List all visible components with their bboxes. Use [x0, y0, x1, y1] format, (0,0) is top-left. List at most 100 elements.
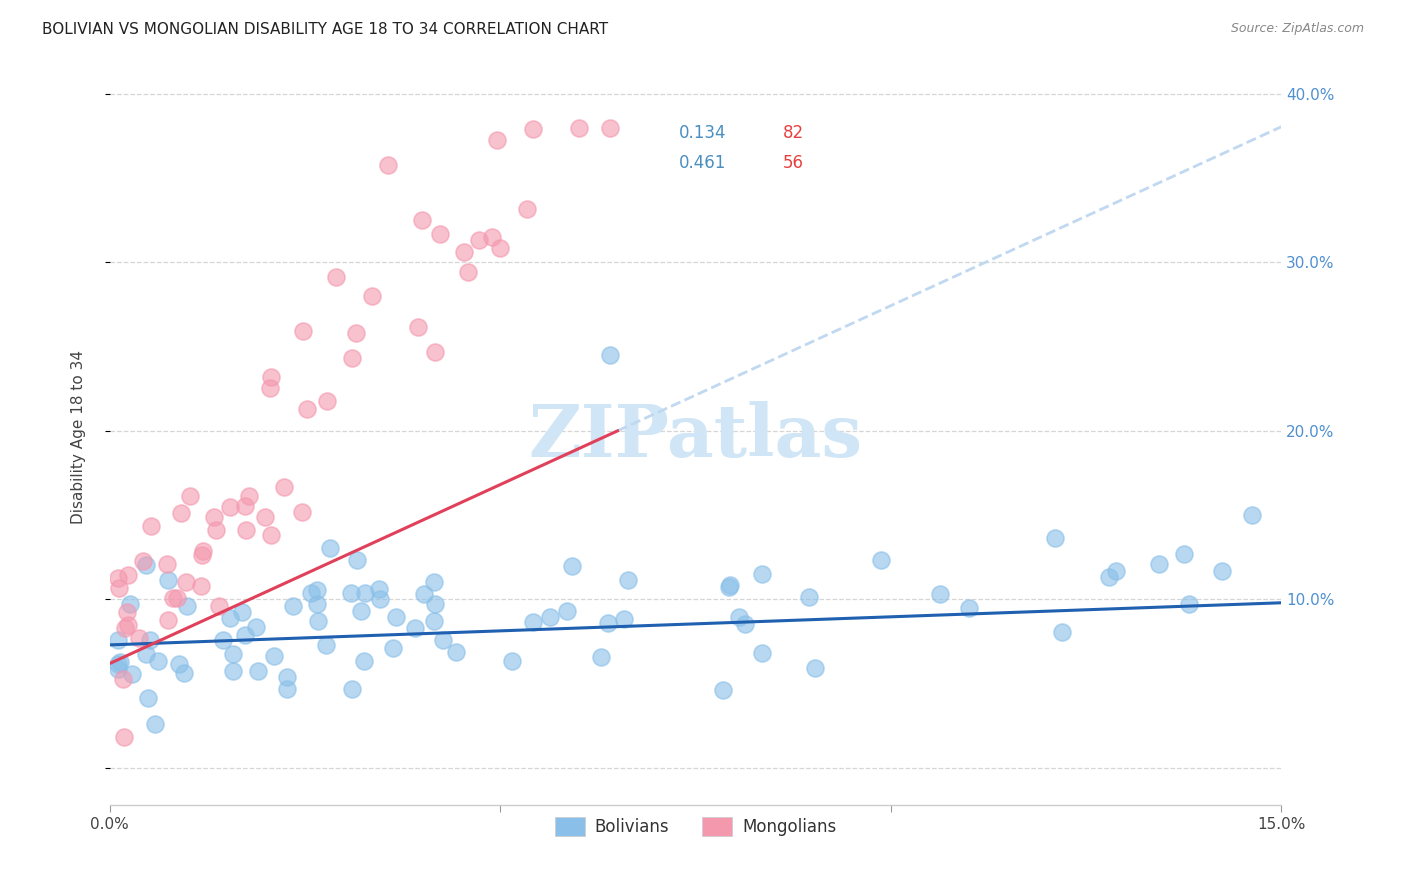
Point [110, 655, 132, 669]
Point [481, 230, 503, 244]
Text: 82: 82 [783, 124, 804, 142]
Point [385, 610, 408, 624]
Point [114, 621, 136, 635]
Point [344, 326, 367, 340]
Point [305, 582, 328, 597]
Point [212, 632, 235, 647]
Text: Source: ZipAtlas.com: Source: ZipAtlas.com [1230, 22, 1364, 36]
Point [283, 599, 305, 614]
Point [522, 122, 544, 136]
Point [516, 202, 538, 217]
Point [423, 598, 446, 612]
Point [718, 578, 741, 592]
Point [423, 345, 446, 359]
Point [568, 120, 591, 135]
Point [162, 591, 184, 606]
Point [346, 552, 368, 566]
Point [254, 509, 277, 524]
Point [1173, 547, 1195, 561]
Text: 56: 56 [783, 154, 804, 172]
Point [453, 244, 475, 259]
Point [170, 506, 193, 520]
Point [489, 241, 512, 255]
Point [444, 645, 467, 659]
Point [146, 654, 169, 668]
Point [350, 604, 373, 618]
Point [325, 270, 347, 285]
Point [139, 519, 162, 533]
Point [1241, 508, 1264, 523]
Point [222, 647, 245, 661]
Point [361, 289, 384, 303]
Point [231, 605, 253, 619]
Point [957, 601, 980, 615]
Point [143, 717, 166, 731]
Point [538, 610, 561, 624]
Point [173, 665, 195, 680]
Point [299, 585, 322, 599]
Point [135, 648, 157, 662]
Point [501, 654, 523, 668]
Point [167, 657, 190, 672]
Point [596, 616, 619, 631]
Point [411, 213, 433, 227]
Point [107, 632, 129, 647]
Point [734, 616, 756, 631]
Point [156, 557, 179, 571]
Point [457, 264, 479, 278]
Text: 0.134: 0.134 [679, 124, 725, 142]
Point [115, 605, 138, 619]
Point [117, 568, 139, 582]
Point [260, 370, 283, 384]
Point [432, 633, 454, 648]
Point [429, 227, 451, 241]
Point [136, 690, 159, 705]
Point [222, 665, 245, 679]
Point [233, 499, 256, 513]
Point [340, 351, 363, 366]
Point [340, 681, 363, 696]
Point [617, 573, 640, 587]
Point [353, 654, 375, 668]
Point [157, 573, 180, 587]
Point [589, 649, 612, 664]
Point [117, 618, 139, 632]
Point [176, 599, 198, 613]
Point [138, 633, 160, 648]
Point [804, 661, 827, 675]
Point [219, 610, 242, 624]
Point [1211, 564, 1233, 578]
Point [191, 543, 214, 558]
Point [413, 587, 436, 601]
Point [135, 558, 157, 573]
Point [561, 559, 583, 574]
Text: ZIPatlas: ZIPatlas [529, 401, 863, 472]
Point [205, 523, 228, 537]
Point [340, 586, 363, 600]
Point [367, 582, 389, 596]
Point [131, 553, 153, 567]
Point [263, 649, 285, 664]
Point [107, 657, 129, 672]
Point [711, 682, 734, 697]
Point [315, 638, 337, 652]
Point [246, 664, 269, 678]
Point [273, 479, 295, 493]
Point [156, 613, 179, 627]
Point [276, 669, 298, 683]
Point [260, 528, 283, 542]
Point [751, 566, 773, 581]
Point [1149, 557, 1171, 571]
Point [128, 631, 150, 645]
Point [235, 524, 257, 538]
Point [174, 574, 197, 589]
Point [238, 489, 260, 503]
Point [1043, 531, 1066, 545]
Point [1052, 625, 1074, 640]
Point [486, 133, 509, 147]
Point [305, 597, 328, 611]
Point [118, 597, 141, 611]
Point [315, 393, 337, 408]
Point [259, 381, 281, 395]
Point [599, 120, 621, 135]
